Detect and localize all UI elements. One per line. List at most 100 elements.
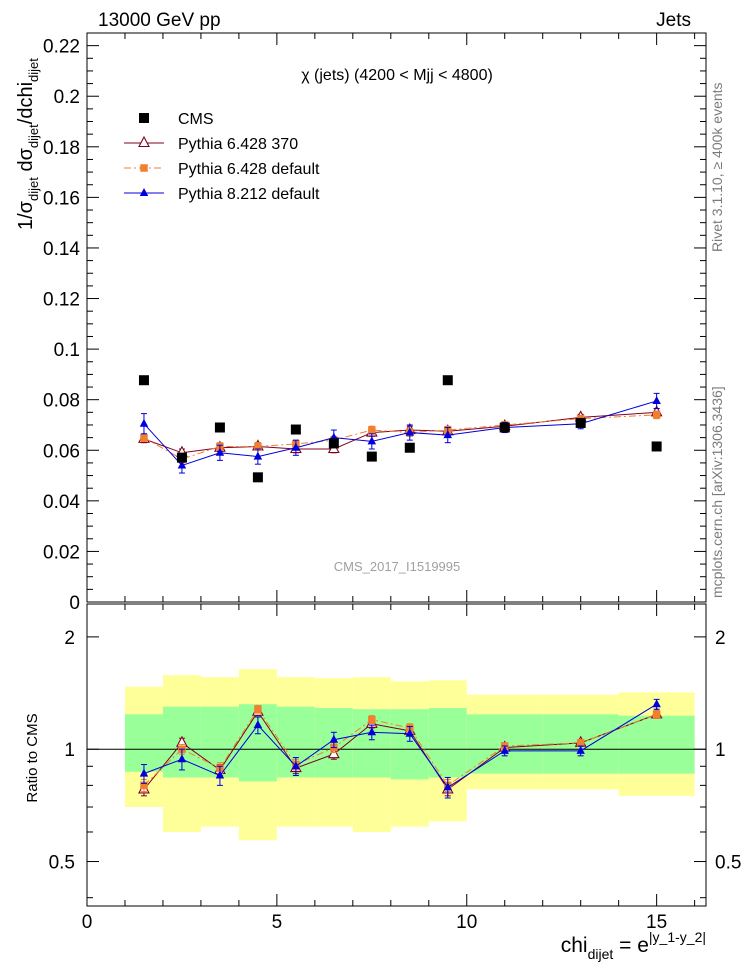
data-point (177, 460, 187, 469)
cms-data-point (252, 472, 263, 483)
data-point (367, 436, 377, 445)
lower-panel: 2 2 1 1 0.5 0.5 0 5 10 15 (49, 33, 741, 933)
x-tick-label: 10 (456, 912, 477, 933)
x-tick-label: 15 (646, 912, 667, 933)
ratio-series-line (143, 708, 657, 787)
cms-data-point (176, 452, 187, 463)
data-point (253, 451, 263, 460)
y-tick-label: 0.2 (54, 87, 80, 108)
x-tick-label: 0 (82, 912, 93, 933)
ratio-point (215, 770, 225, 779)
data-point (215, 447, 225, 456)
data-point (405, 427, 415, 436)
data-point (443, 430, 453, 439)
legend-marker (140, 164, 148, 172)
xlabel-eq: = e (613, 934, 649, 957)
header-process-label: Jets (656, 10, 691, 31)
ylabel-sub3: dijet (26, 58, 41, 82)
cms-data-point (575, 417, 586, 428)
watermark: CMS_2017_I1519995 (334, 559, 461, 574)
ratio-point (500, 745, 509, 754)
series-line (143, 400, 657, 467)
data-point (140, 433, 148, 442)
ratio-band-inner (124, 714, 163, 772)
ratio-point (253, 720, 263, 729)
cms-data-point (290, 424, 301, 435)
legend-label: Pythia 6.428 default (178, 161, 320, 178)
ylabel-sub1: dijet (26, 177, 41, 201)
legend-cms-label: CMS (178, 111, 214, 128)
legend-marker (138, 135, 150, 148)
data-point (139, 418, 149, 427)
ratio-point (139, 768, 149, 777)
ratio-y-tick-label-right: 1 (715, 740, 726, 761)
xlabel-sup: |y_1-y_2| (649, 929, 706, 945)
upper-panel: 0.22 0.2 0.18 0.16 0.14 0.12 0.1 0.08 0.06 0.04 0.… (43, 32, 707, 614)
y-tick-label: 0.14 (43, 239, 80, 260)
legend-marker (139, 188, 149, 196)
ratio-point (576, 739, 585, 747)
ratio-point (652, 710, 661, 719)
legend-label: Pythia 8.212 default (178, 186, 320, 203)
y-tick-label: 0.02 (43, 542, 80, 563)
ratio-point (368, 715, 376, 724)
ratio-point (291, 761, 301, 770)
ratio-point (405, 728, 415, 737)
xlabel-sub: dijet (588, 946, 614, 962)
ratio-y-tick-label: 1 (64, 740, 75, 761)
header-energy-label: 13000 GeV pp (98, 10, 221, 31)
data-point (291, 442, 301, 451)
mcplots-label: mcplots.cern.ch [arXiv:1306.3436] (709, 386, 725, 598)
y-tick-label: 0.18 (43, 138, 80, 159)
y-tick-label: 0.12 (43, 290, 80, 311)
upper-frame (86, 32, 707, 603)
cms-data-point (404, 442, 415, 453)
x-tick-label: 5 (272, 912, 283, 933)
ratio-point (140, 781, 148, 790)
data-point (368, 426, 376, 434)
y-tick-label: 0 (69, 593, 80, 614)
legend: CMS Pythia 6.428 370 Pythia 6.428 default P… (124, 111, 320, 203)
xlabel-base: chi (561, 934, 588, 957)
legend-label: Pythia 6.428 370 (178, 136, 298, 153)
lower-frame (86, 603, 707, 907)
ratio-band-inner (428, 707, 467, 778)
ylabel-part3: /dchi (15, 82, 37, 124)
cms-data-point (651, 441, 662, 452)
cms-data-point (499, 422, 510, 433)
chart-title: χ (jets) (4200 < Mjj < 4800) (301, 67, 493, 84)
y-tick-label: 0.06 (43, 441, 80, 462)
x-axis-label: chidijet = e|y_1-y_2| (561, 929, 706, 962)
rivet-label: Rivet 3.1.10, ≥ 400k events (709, 82, 725, 252)
ratio-band-inner (390, 709, 429, 780)
ratio-y-tick-label-right: 2 (715, 628, 726, 649)
ratio-point (652, 699, 661, 708)
ratio-point (254, 705, 262, 713)
ratio-point (367, 727, 377, 736)
y-tick-label: 0.22 (43, 37, 80, 58)
ratio-series-line (143, 703, 657, 789)
upper-y-axis-label: 1/σdijet dσdijet/dchidijet (15, 58, 41, 230)
data-point (652, 411, 661, 419)
ratio-point (576, 745, 585, 754)
ratio-y-tick-label-right: 0.5 (715, 853, 741, 874)
ratio-point (177, 754, 187, 763)
lower-y-axis-label: Ratio to CMS (24, 713, 41, 802)
ylabel-part1: 1/σ (15, 200, 37, 230)
y-tick-label: 0.04 (43, 492, 80, 513)
y-tick-label: 0.1 (54, 340, 80, 361)
y-tick-label: 0.08 (43, 391, 80, 412)
ylabel-sub2: dijet (26, 124, 41, 148)
ratio-point (329, 734, 339, 743)
ratio-y-tick-label: 2 (64, 628, 75, 649)
cms-data-point (366, 451, 377, 462)
ratio-y-tick-label: 0.5 (49, 853, 75, 874)
data-point (254, 442, 262, 451)
cms-data-point (328, 438, 339, 449)
cms-data-point (138, 375, 149, 386)
cms-data-point (442, 375, 453, 386)
y-tick-label: 0.16 (43, 188, 80, 209)
ratio-series-line (143, 710, 657, 791)
legend-cms-marker (139, 113, 149, 123)
